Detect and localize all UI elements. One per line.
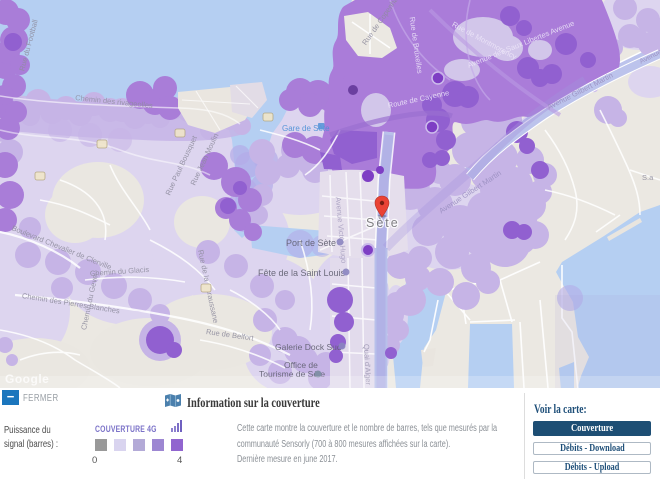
svg-text:Galerie Dock Sud: Galerie Dock Sud xyxy=(275,342,342,352)
svg-text:Tourisme de Sète: Tourisme de Sète xyxy=(259,369,325,379)
svg-text:Chemin du Glacis: Chemin du Glacis xyxy=(90,265,150,278)
svg-text:S.a: S.a xyxy=(642,173,654,182)
svg-text:Google: Google xyxy=(5,372,49,386)
svg-text:Quai d'Alger: Quai d'Alger xyxy=(362,344,373,386)
svg-text:Fête de la Saint Louis: Fête de la Saint Louis xyxy=(258,268,346,278)
svg-text:Port de Sète: Port de Sète xyxy=(286,238,336,248)
svg-text:Gare de Sète: Gare de Sète xyxy=(282,124,330,133)
svg-text:Office de: Office de xyxy=(284,360,318,370)
svg-text:Sète: Sète xyxy=(366,216,400,230)
